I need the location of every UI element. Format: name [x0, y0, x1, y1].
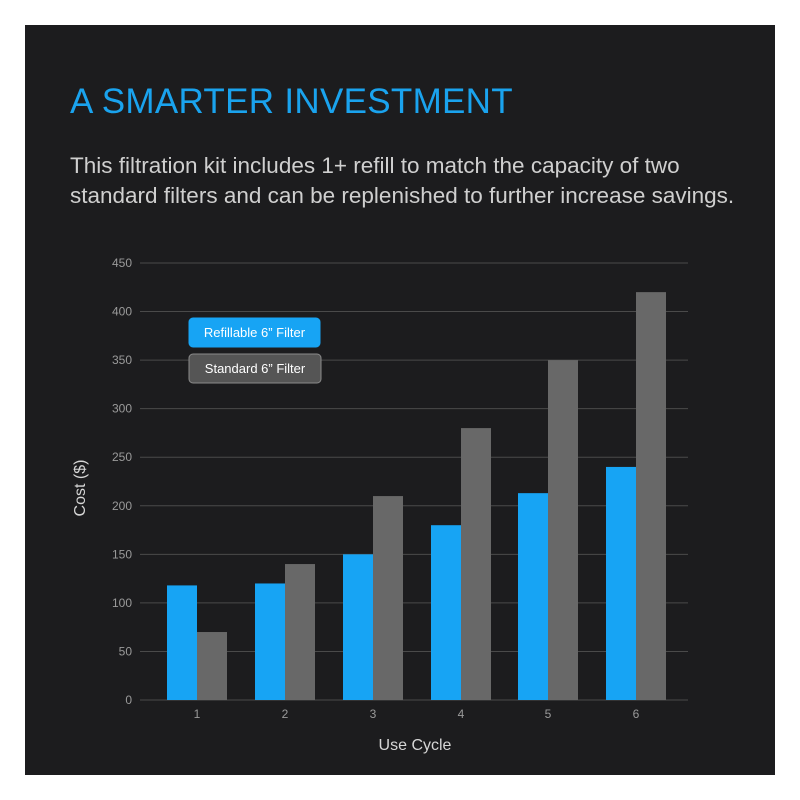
y-tick-label: 150 — [112, 547, 132, 561]
bar-refillable — [255, 583, 285, 700]
y-tick-label: 450 — [112, 256, 132, 270]
x-tick-label: 4 — [458, 707, 465, 721]
x-tick-label: 2 — [282, 707, 289, 721]
bar-refillable — [167, 585, 197, 700]
bars — [167, 292, 666, 700]
legend-label-standard: Standard 6” Filter — [205, 361, 306, 376]
bar-standard — [197, 632, 227, 700]
bar-refillable — [343, 554, 373, 700]
y-axis-ticks: 0 50 100 150 200 250 300 350 400 450 — [112, 256, 132, 707]
y-axis-label: Cost ($) — [72, 460, 89, 517]
bar-refillable — [606, 466, 636, 700]
x-tick-label: 3 — [370, 707, 377, 721]
x-axis-ticks: 1 2 3 4 5 6 — [194, 707, 640, 721]
bar-standard — [373, 496, 403, 700]
x-tick-label: 1 — [194, 707, 201, 721]
legend: Refillable 6” Filter Standard 6” Filter — [188, 317, 322, 384]
y-tick-label: 100 — [112, 596, 132, 610]
bar-standard — [461, 428, 491, 700]
bar-refillable — [431, 525, 461, 700]
bar-standard — [285, 564, 315, 700]
y-tick-label: 200 — [112, 499, 132, 513]
y-tick-label: 300 — [112, 402, 132, 416]
legend-label-refillable: Refillable 6” Filter — [204, 325, 306, 340]
y-tick-label: 50 — [119, 644, 133, 658]
y-tick-label: 350 — [112, 353, 132, 367]
x-tick-label: 5 — [545, 707, 552, 721]
x-axis-label: Use Cycle — [379, 737, 452, 754]
bar-refillable — [518, 493, 548, 700]
page-description: This filtration kit includes 1+ refill t… — [70, 153, 735, 208]
bar-standard — [636, 292, 666, 700]
y-tick-label: 250 — [112, 450, 132, 464]
x-tick-label: 6 — [633, 707, 640, 721]
legend-swatch-refillable — [188, 317, 321, 348]
y-tick-label: 400 — [112, 305, 132, 319]
gridlines — [140, 262, 688, 701]
bar-standard — [548, 360, 578, 700]
y-tick-label: 0 — [125, 693, 132, 707]
page-title: A SMARTER INVESTMENT — [70, 82, 513, 121]
legend-swatch-standard — [188, 353, 322, 384]
